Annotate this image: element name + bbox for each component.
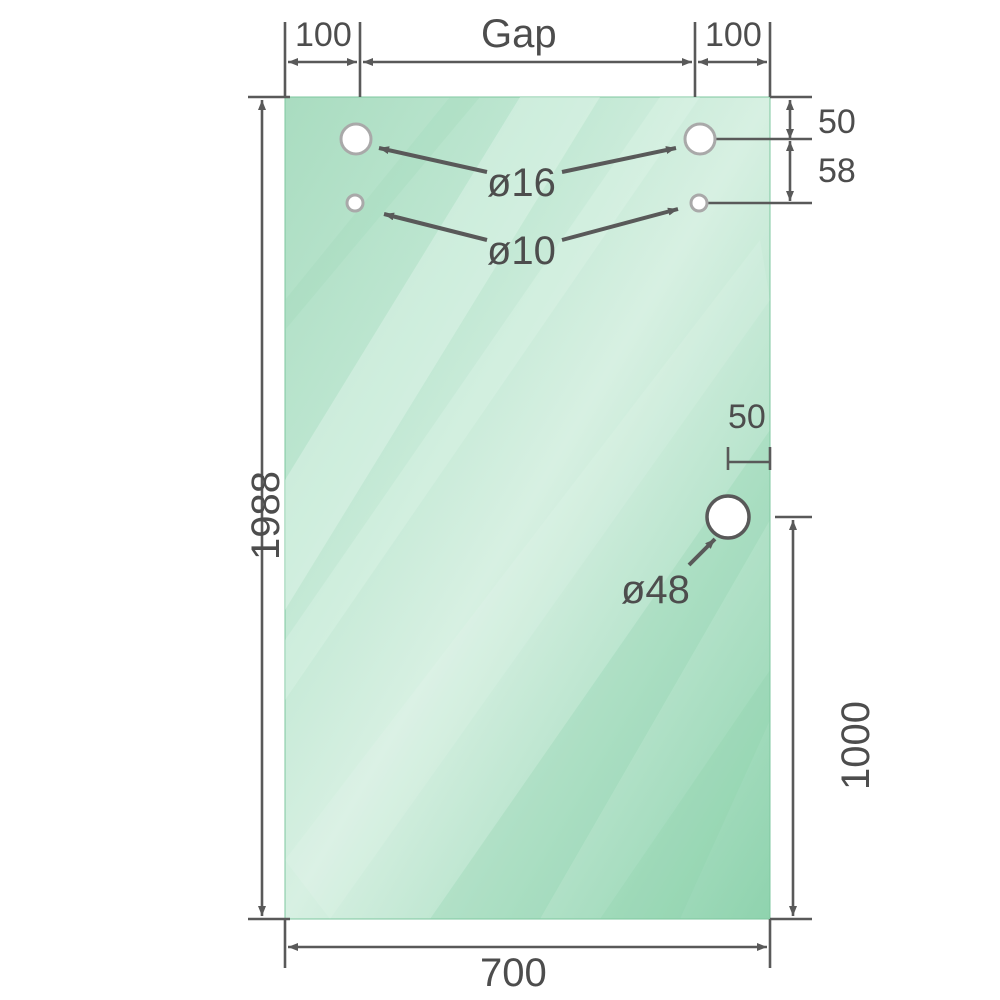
height-dimension <box>248 95 290 921</box>
bottom-height-dimension <box>770 515 812 921</box>
label-lock-offset-50: 50 <box>728 398 766 436</box>
lock-offset-dimension <box>726 447 772 470</box>
right-gutter <box>960 0 1000 1000</box>
label-height-1988: 1988 <box>244 471 288 560</box>
label-hole-48: ø48 <box>621 568 690 612</box>
left-gutter <box>0 0 135 1000</box>
label-hole-10: ø10 <box>487 229 556 273</box>
hole-16-right <box>683 122 717 156</box>
glass-panel <box>284 96 771 920</box>
hole-10-right <box>689 193 709 213</box>
top-dimension-chain <box>283 22 772 97</box>
label-hole-16: ø16 <box>487 161 556 205</box>
label-top-offset-50: 50 <box>818 103 856 141</box>
leader-d48 <box>687 537 717 567</box>
leader-d10 <box>383 207 679 242</box>
leader-d16 <box>378 146 677 174</box>
label-right-edge: 100 <box>705 16 762 54</box>
label-left-edge: 100 <box>295 16 352 54</box>
label-width-700: 700 <box>480 951 547 995</box>
top-right-offsets <box>700 95 812 205</box>
label-offset-58: 58 <box>818 152 856 190</box>
hole-16-left <box>339 122 373 156</box>
width-dimension <box>283 919 772 968</box>
label-bottom-height-1000: 1000 <box>834 701 878 790</box>
hole-48-lock <box>705 494 751 540</box>
glass-reflection-stripes <box>285 97 770 919</box>
hole-10-left <box>345 193 365 213</box>
label-gap: Gap <box>481 12 557 56</box>
